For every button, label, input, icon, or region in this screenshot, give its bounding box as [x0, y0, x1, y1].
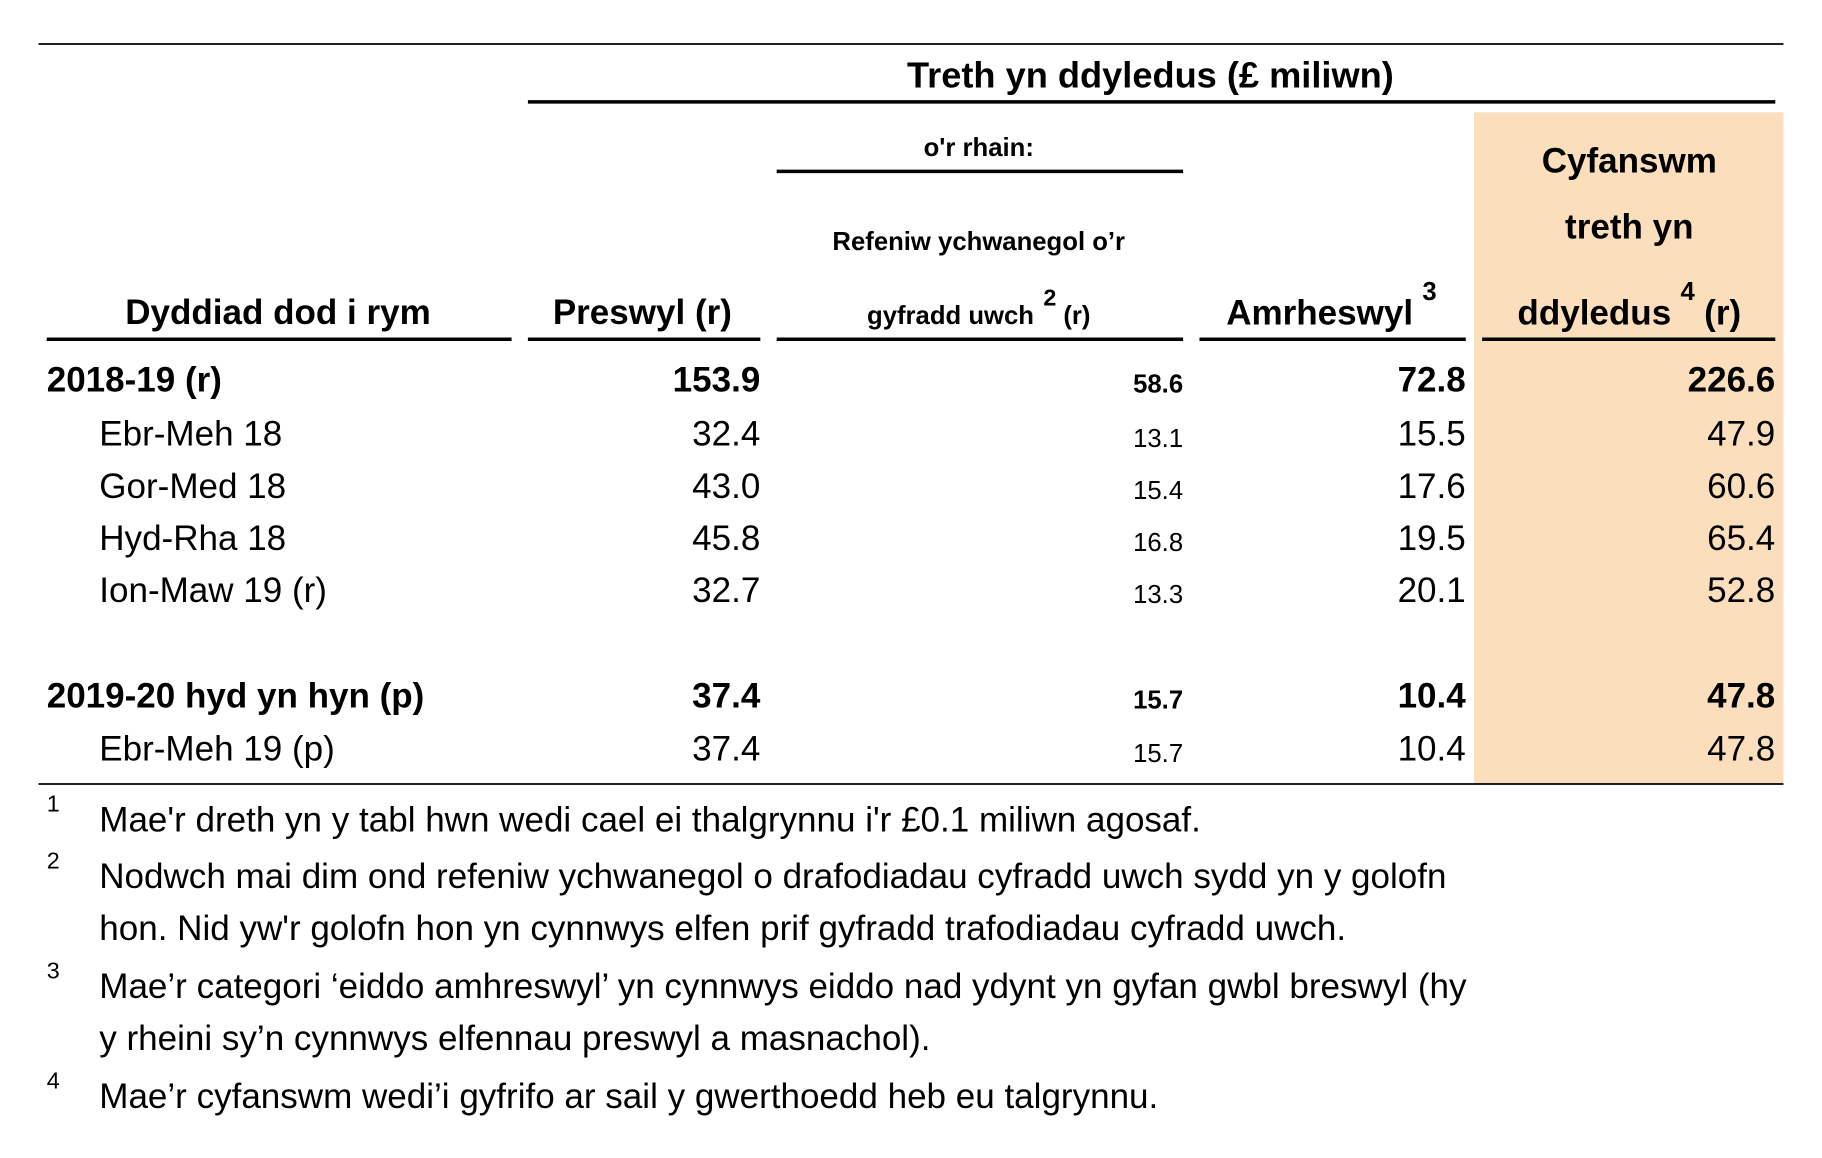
header-text: gyfradd uwch [867, 302, 1034, 330]
cell-value: 60.6 [1707, 467, 1775, 506]
cell-value: 37.4 [692, 677, 761, 716]
cell-value: 15.4 [1133, 477, 1183, 505]
cell-value: 47.9 [1707, 415, 1775, 454]
column-header: Cyfanswm [1542, 142, 1717, 181]
header-title: Treth yn ddyledus (£ miliwn) [907, 55, 1394, 96]
cell-value: 47.8 [1707, 730, 1775, 769]
cell-value: 20.1 [1398, 571, 1466, 610]
cell-value: 16.8 [1133, 529, 1183, 557]
cell-value: 10.4 [1398, 730, 1466, 769]
cell-value: 32.7 [692, 571, 760, 610]
header-text: ddyledus [1517, 293, 1671, 332]
total-column-highlight [1473, 112, 1784, 784]
row-label: Ebr-Meh 18 [99, 415, 282, 454]
cell-value: 52.8 [1707, 571, 1775, 610]
superscript: 4 [1681, 278, 1696, 306]
cell-value: 43.0 [692, 467, 760, 506]
header-text: (r) [1704, 293, 1741, 332]
cell-value: 37.4 [692, 730, 760, 769]
header-text: Amrheswyl [1226, 293, 1413, 332]
column-header: gyfradd uwch 2 (r) [867, 285, 1090, 330]
cell-value: 13.1 [1133, 425, 1183, 453]
column-header: Refeniw ychwanegol o’r [832, 228, 1125, 256]
row-label: 2019-20 hyd yn hyn (p) [47, 677, 425, 716]
cell-value: 58.6 [1133, 371, 1183, 399]
cell-value: 10.4 [1398, 677, 1467, 716]
cell-value: 15.7 [1133, 687, 1183, 715]
superscript: 3 [1422, 278, 1436, 306]
footnote-text: Mae’r cyfanswm wedi’i gyfrifo ar sail y … [99, 1077, 1158, 1116]
subheading: o'r rhain: [924, 134, 1034, 162]
column-header: Preswyl (r) [553, 293, 732, 332]
row-label: Hyd-Rha 18 [99, 519, 286, 558]
cell-value: 17.6 [1398, 467, 1466, 506]
row-label: Gor-Med 18 [99, 467, 286, 506]
cell-value: 65.4 [1707, 519, 1775, 558]
row-label: 2018-19 (r) [47, 360, 222, 399]
footnote-text: Nodwch mai dim ond refeniw ychwanegol o … [99, 857, 1446, 896]
cell-value: 72.8 [1398, 360, 1466, 399]
footnote-marker: 3 [47, 957, 60, 983]
footnote-marker: 4 [47, 1067, 60, 1093]
column-header: Amrheswyl 3 [1226, 278, 1437, 332]
cell-value: 47.8 [1707, 677, 1775, 716]
cell-value: 19.5 [1398, 519, 1466, 558]
superscript: 2 [1043, 285, 1056, 311]
cell-value: 15.7 [1133, 740, 1183, 768]
column-header: Dyddiad dod i rym [125, 293, 431, 332]
cell-value: 45.8 [692, 519, 760, 558]
footnote-marker: 2 [47, 847, 60, 873]
footnote-text: y rheini sy’n cynnwys elfennau preswyl a… [99, 1019, 930, 1058]
header-text: (r) [1063, 302, 1090, 330]
cell-value: 15.5 [1398, 415, 1466, 454]
column-header: treth yn [1565, 208, 1693, 247]
cell-value: 13.3 [1133, 581, 1183, 609]
cell-value: 32.4 [692, 415, 760, 454]
footnote-marker: 1 [47, 791, 60, 817]
footnote-text: Mae’r categori ‘eiddo amhreswyl’ yn cynn… [99, 967, 1467, 1006]
row-label: Ion-Maw 19 (r) [99, 571, 327, 610]
footnote-text: hon. Nid yw'r golofn hon yn cynnwys elfe… [99, 909, 1346, 948]
cell-value: 153.9 [673, 360, 761, 399]
cell-value: 226.6 [1688, 360, 1776, 399]
column-header: ddyledus 4 (r) [1517, 278, 1741, 332]
row-label: Ebr-Meh 19 (p) [99, 730, 335, 769]
footnote-text: Mae'r dreth yn y tabl hwn wedi cael ei t… [99, 800, 1201, 839]
